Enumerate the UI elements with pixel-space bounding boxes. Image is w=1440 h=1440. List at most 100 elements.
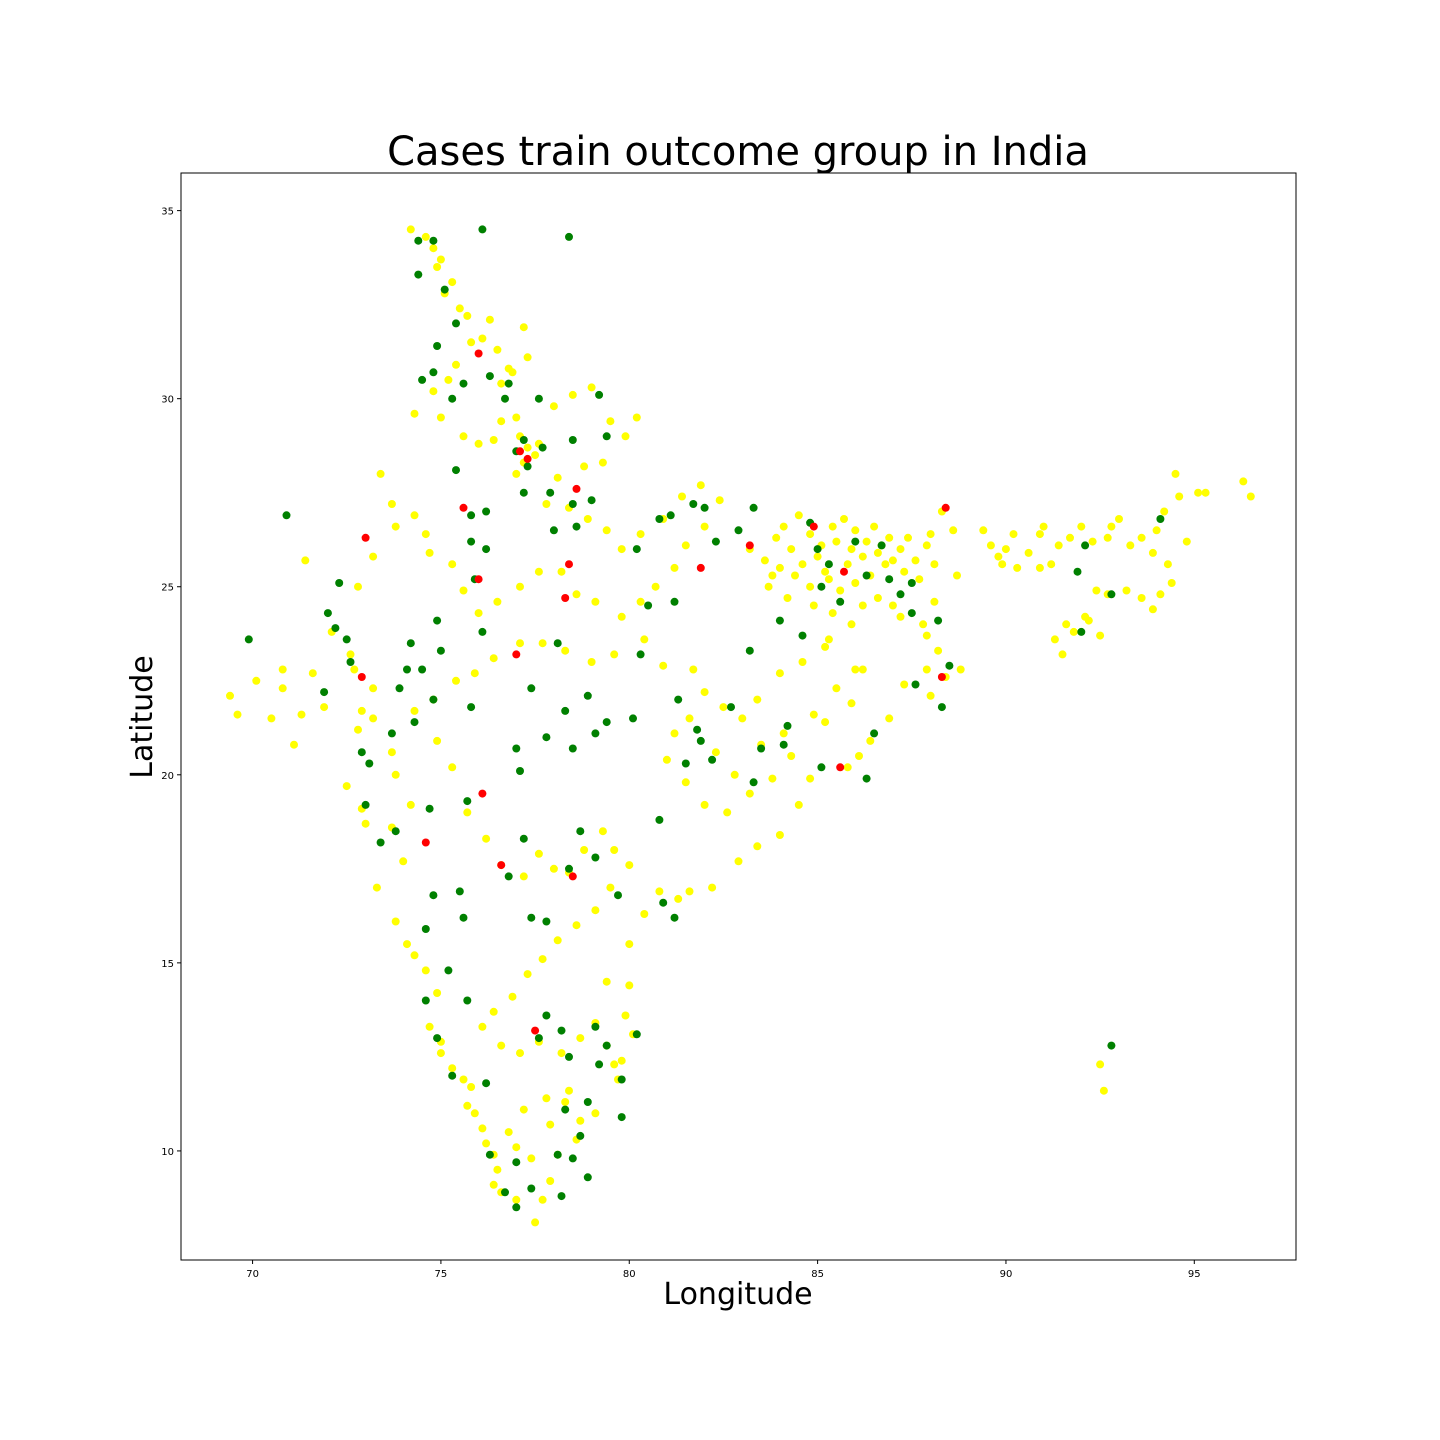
data-point-green bbox=[572, 522, 581, 531]
data-point-green bbox=[452, 319, 460, 328]
data-point-yellow bbox=[847, 699, 856, 708]
data-point-yellow bbox=[576, 1034, 585, 1043]
data-point-yellow bbox=[459, 586, 468, 595]
y-axis-label: Latitude bbox=[125, 655, 160, 778]
data-point-green bbox=[817, 582, 826, 591]
y-tick-label: 30 bbox=[161, 395, 174, 406]
data-point-green bbox=[391, 827, 400, 836]
data-point-yellow bbox=[911, 556, 920, 565]
data-point-yellow bbox=[489, 1007, 498, 1016]
data-point-yellow bbox=[467, 338, 476, 347]
data-point-yellow bbox=[986, 541, 995, 550]
data-point-yellow bbox=[617, 545, 626, 554]
data-point-yellow bbox=[1148, 548, 1157, 557]
data-point-green bbox=[357, 748, 366, 757]
data-point-green bbox=[711, 537, 720, 546]
data-point-yellow bbox=[1239, 477, 1248, 486]
data-point-green bbox=[455, 887, 464, 896]
data-point-green bbox=[836, 597, 845, 606]
data-point-yellow bbox=[354, 582, 362, 591]
data-point-yellow bbox=[410, 511, 419, 520]
data-point-yellow bbox=[350, 665, 359, 674]
x-tick-label: 85 bbox=[811, 1269, 824, 1280]
data-point-yellow bbox=[681, 541, 690, 550]
data-point-green bbox=[478, 225, 487, 234]
data-point-yellow bbox=[670, 729, 679, 738]
data-point-yellow bbox=[448, 1064, 457, 1073]
data-point-yellow bbox=[806, 774, 815, 783]
data-point-yellow bbox=[896, 612, 905, 621]
data-point-yellow bbox=[640, 910, 649, 918]
data-point-yellow bbox=[896, 545, 905, 554]
data-point-yellow bbox=[1160, 507, 1169, 516]
data-point-green bbox=[727, 703, 735, 712]
data-point-yellow bbox=[478, 1124, 487, 1133]
data-point-yellow bbox=[858, 665, 867, 674]
data-point-green bbox=[504, 379, 513, 388]
data-point-yellow bbox=[775, 669, 784, 678]
data-point-yellow bbox=[561, 1098, 570, 1106]
data-point-green bbox=[817, 763, 826, 772]
data-point-yellow bbox=[489, 1180, 498, 1189]
data-point-green bbox=[452, 466, 460, 475]
data-point-green bbox=[519, 834, 528, 843]
data-point-yellow bbox=[369, 714, 378, 723]
data-point-yellow bbox=[1163, 560, 1172, 569]
data-point-green bbox=[734, 526, 743, 535]
data-point-yellow bbox=[519, 323, 528, 332]
data-point-red bbox=[497, 861, 506, 870]
data-point-green bbox=[670, 913, 679, 922]
data-point-yellow bbox=[474, 439, 483, 448]
data-point-yellow bbox=[553, 473, 562, 482]
data-point-yellow bbox=[636, 597, 645, 606]
data-point-yellow bbox=[587, 658, 596, 666]
data-point-green bbox=[365, 759, 374, 768]
data-point-yellow bbox=[565, 1086, 573, 1095]
data-point-red bbox=[523, 454, 532, 463]
data-point-green bbox=[670, 597, 679, 606]
data-point-green bbox=[583, 691, 592, 700]
data-point-yellow bbox=[979, 526, 988, 535]
y-tick-label: 35 bbox=[161, 207, 174, 218]
data-point-green bbox=[602, 718, 611, 727]
data-point-yellow bbox=[828, 609, 837, 618]
data-point-green bbox=[565, 864, 573, 873]
data-point-yellow bbox=[873, 548, 882, 557]
data-point-green bbox=[406, 639, 415, 648]
data-point-yellow bbox=[953, 571, 961, 580]
data-point-yellow bbox=[516, 639, 524, 648]
data-point-green bbox=[1077, 627, 1086, 636]
data-point-yellow bbox=[1013, 563, 1022, 572]
data-point-yellow bbox=[840, 515, 848, 523]
data-point-green bbox=[614, 891, 622, 900]
data-point-green bbox=[595, 1060, 604, 1069]
data-point-red bbox=[516, 447, 524, 456]
data-point-green bbox=[519, 436, 528, 444]
data-point-red bbox=[478, 789, 487, 798]
data-point-yellow bbox=[598, 827, 607, 836]
data-point-yellow bbox=[625, 981, 634, 990]
data-point-yellow bbox=[354, 725, 362, 734]
data-point-yellow bbox=[512, 469, 521, 478]
data-point-yellow bbox=[1171, 469, 1180, 478]
data-point-yellow bbox=[433, 989, 442, 997]
data-point-yellow bbox=[429, 244, 438, 253]
data-point-yellow bbox=[516, 582, 524, 591]
data-point-green bbox=[568, 500, 577, 508]
data-point-red bbox=[531, 1026, 540, 1035]
data-point-yellow bbox=[1058, 650, 1067, 659]
data-point-yellow bbox=[915, 575, 924, 584]
points-layer bbox=[226, 225, 1255, 1227]
data-point-yellow bbox=[591, 597, 600, 606]
data-point-green bbox=[414, 236, 423, 245]
data-point-green bbox=[655, 515, 664, 523]
data-point-green bbox=[1107, 590, 1116, 599]
data-point-green bbox=[937, 703, 946, 712]
data-point-yellow bbox=[862, 537, 871, 546]
data-point-yellow bbox=[433, 736, 442, 745]
data-point-yellow bbox=[391, 522, 400, 531]
data-point-yellow bbox=[346, 650, 355, 659]
data-point-green bbox=[568, 436, 577, 444]
data-point-yellow bbox=[542, 1094, 551, 1103]
data-point-yellow bbox=[821, 567, 830, 576]
